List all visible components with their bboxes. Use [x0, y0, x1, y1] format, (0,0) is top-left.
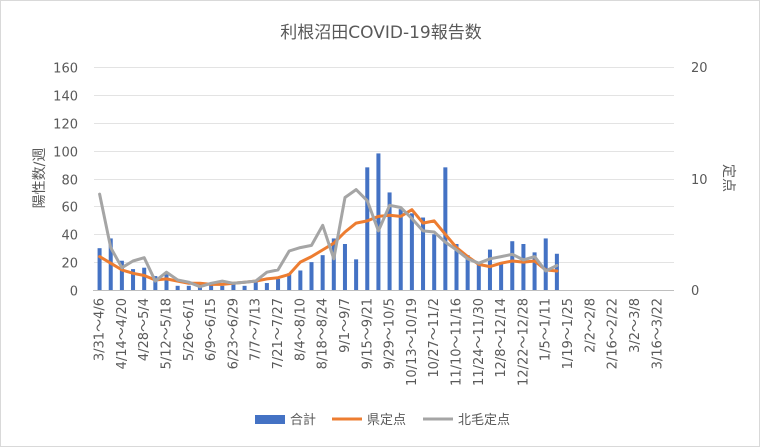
x-tick-label: 3/16～3/22: [650, 298, 665, 369]
x-tick-label: 9/15～9/21: [360, 298, 375, 369]
line-series: [98, 188, 559, 289]
bar: [387, 192, 392, 290]
x-tick-label: 2/2～2/8: [583, 298, 598, 353]
x-tick-label: 3/2～3/8: [628, 298, 643, 353]
bar-series: [97, 153, 559, 290]
legend: 合計 県定点 北毛定点: [255, 412, 510, 428]
bar: [532, 252, 537, 290]
bar: [253, 281, 258, 290]
bar: [209, 284, 214, 290]
bar: [331, 238, 336, 290]
x-tick-label: 11/10～11/16: [450, 298, 465, 386]
x-tick-label: 12/22～12/28: [516, 298, 531, 386]
series-line: [98, 188, 559, 289]
bar: [543, 238, 548, 290]
bar: [454, 244, 459, 290]
y-tick-label: 160: [53, 62, 78, 77]
bar: [119, 260, 124, 290]
x-tick-label: 12/8～12/14: [494, 298, 509, 378]
bar: [354, 259, 359, 290]
bar: [276, 278, 281, 290]
bar: [298, 270, 303, 290]
x-tick-label: 5/12～5/18: [160, 298, 175, 369]
x-tick-label: 9/1～9/7: [338, 298, 353, 353]
y-tick-label: 100: [53, 146, 78, 161]
x-tick-label: 4/28～5/4: [137, 298, 152, 361]
y2-tick-label: 20: [691, 61, 708, 76]
y-tick-label: 120: [53, 118, 78, 133]
gridlines: [94, 67, 674, 263]
x-tick-label: 2/16～2/22: [606, 298, 621, 369]
x-tick-label: 9/29～10/5: [383, 298, 398, 369]
y2-tick-label: 10: [691, 173, 708, 188]
bar: [231, 283, 236, 290]
legend-label: 北毛定点: [458, 413, 510, 428]
bar: [443, 167, 448, 290]
y-axis-label: 陽性数/週: [32, 148, 48, 209]
y-tick-label: 140: [53, 90, 78, 105]
bar: [465, 255, 470, 290]
bar: [242, 285, 247, 290]
x-tick-label: 4/14～4/20: [115, 298, 130, 369]
x-tick-label: 3/31～4/6: [93, 298, 108, 361]
bar: [186, 285, 191, 290]
x-tick-label: 5/26～6/1: [182, 298, 197, 361]
x-tick-label: 6/9～6/15: [204, 298, 219, 361]
x-tick-label: 10/13～10/19: [405, 298, 420, 386]
bar: [510, 241, 515, 290]
y-tick-label: 60: [61, 201, 78, 216]
bar: [432, 234, 437, 290]
right-axis-ticks: 0 10 20: [691, 61, 708, 299]
y2-axis-label: 定点: [720, 164, 736, 192]
y-tick-label: 20: [61, 257, 78, 272]
x-tick-label: 7/7～7/13: [249, 298, 264, 361]
bar: [97, 248, 102, 290]
bar: [376, 153, 381, 290]
x-tick-label: 11/24～11/30: [472, 298, 487, 386]
bar: [421, 217, 426, 290]
chart-title: 利根沼田COVID-19報告数: [280, 23, 481, 43]
left-axis-ticks: 0 20 40 60 80 100 120 140 160: [53, 62, 78, 300]
bar: [409, 213, 414, 290]
bar: [142, 267, 147, 290]
legend-swatch: [255, 415, 285, 424]
bar: [153, 276, 158, 290]
x-tick-label: 8/18～8/24: [316, 298, 331, 369]
bar: [220, 285, 225, 290]
bar: [164, 273, 169, 290]
bar: [287, 273, 292, 290]
y-tick-label: 40: [61, 229, 78, 244]
x-tick-label: 6/23～6/29: [226, 298, 241, 369]
x-tick-label: 1/19～1/25: [561, 298, 576, 369]
bar: [521, 244, 526, 290]
x-tick-label: 8/4～8/10: [293, 298, 308, 361]
bar: [487, 249, 492, 290]
bar: [309, 262, 314, 290]
bar: [476, 262, 481, 290]
bar: [398, 209, 403, 290]
bar: [499, 262, 504, 290]
legend-label: 県定点: [367, 413, 406, 428]
x-axis-ticks: 3/31～4/6 4/14～4/20 4/28～5/4 5/12～5/18 5/26～6…: [93, 298, 666, 386]
bar: [365, 167, 370, 290]
y2-tick-label: 0: [691, 284, 699, 299]
x-tick-label: 7/21～7/27: [271, 298, 286, 369]
bar: [175, 285, 180, 290]
legend-label: 合計: [290, 412, 316, 428]
y-tick-label: 0: [70, 285, 78, 300]
x-tick-label: 1/5～1/11: [539, 298, 554, 361]
x-tick-label: 10/27～11/2: [427, 298, 442, 378]
bar: [131, 269, 136, 290]
y-tick-label: 80: [61, 174, 78, 189]
bar: [342, 244, 347, 290]
bar: [264, 283, 269, 290]
bar: [320, 255, 325, 290]
